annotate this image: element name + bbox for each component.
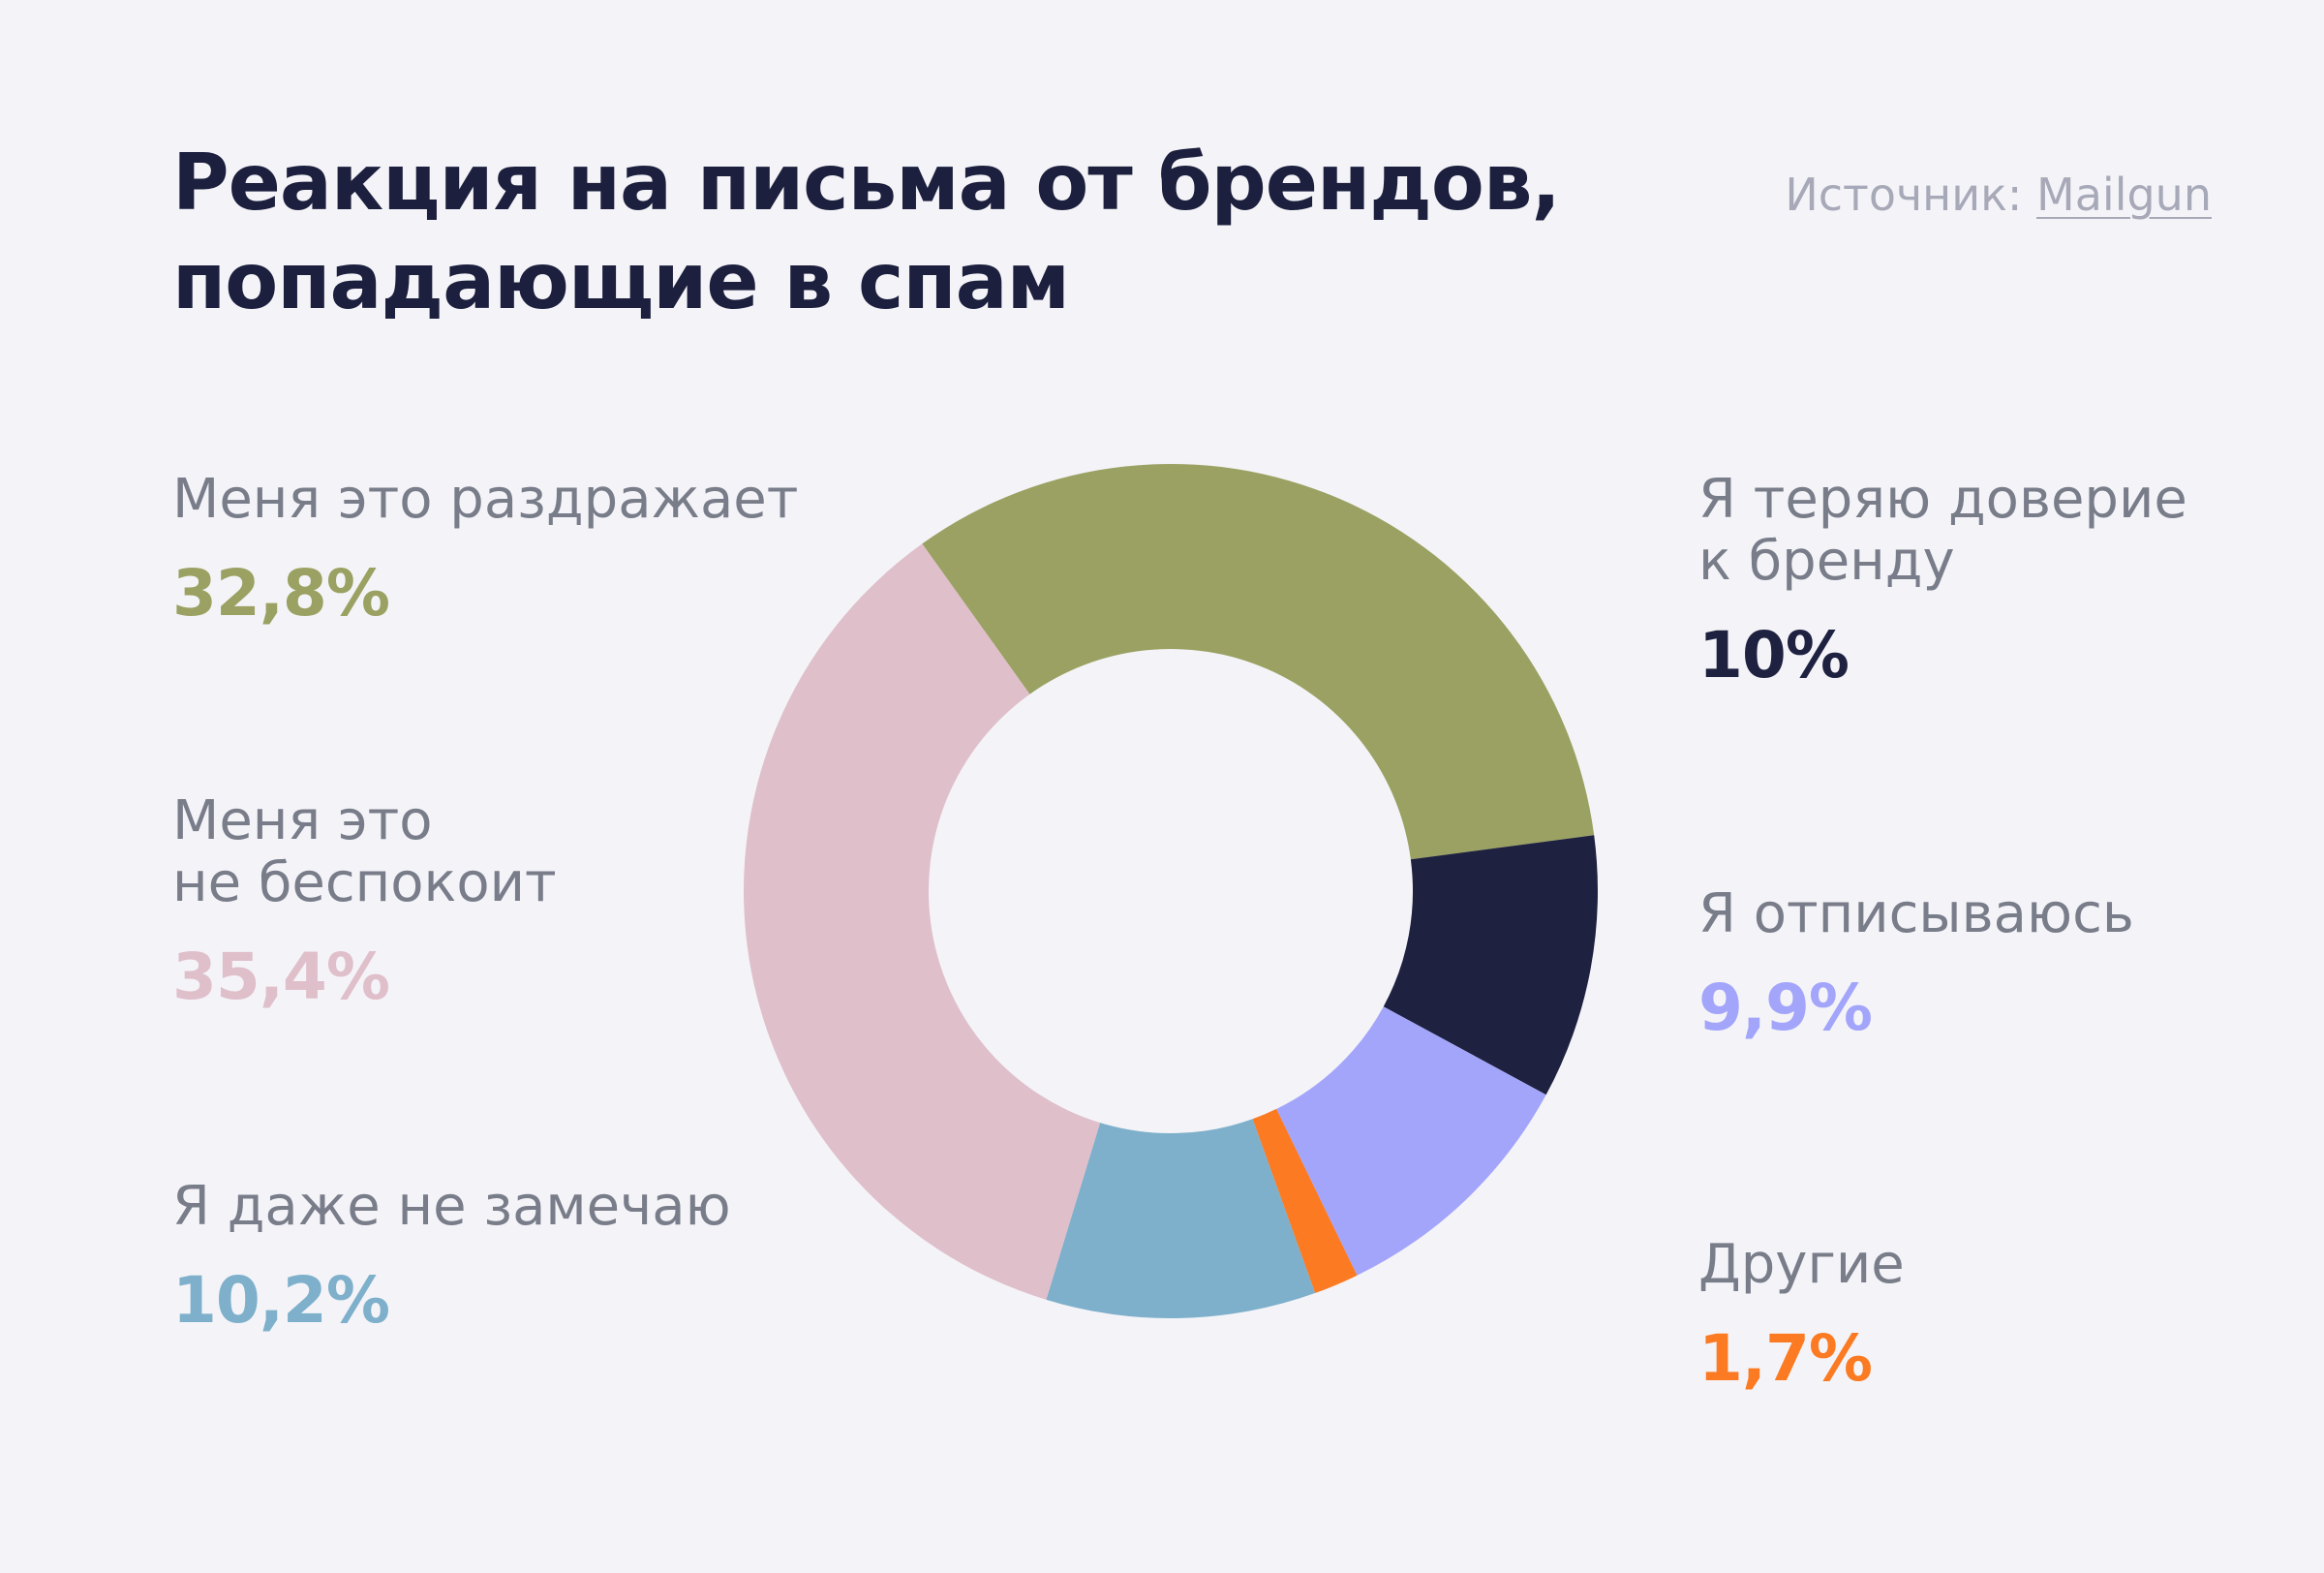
legend-label: Другие xyxy=(1698,1234,1905,1296)
legend-label: Я отписываюсь xyxy=(1698,883,2134,945)
legend-dont-notice: Я даже не замечаю 10,2% xyxy=(172,1176,731,1339)
legend-label: Меня это раздражает xyxy=(172,469,798,531)
legend-label: Я теряю доверие к бренду xyxy=(1698,469,2187,593)
legend-not-bothered: Меня это не беспокоит 35,4% xyxy=(172,790,557,1015)
legend-value: 32,8% xyxy=(172,556,798,632)
legend-label: Меня это не беспокоит xyxy=(172,790,557,914)
legend-value: 10% xyxy=(1698,618,2187,694)
legend-value: 35,4% xyxy=(172,940,557,1015)
legend-lose-trust: Я теряю доверие к бренду 10% xyxy=(1698,469,2187,694)
legend-label: Я даже не замечаю xyxy=(172,1176,731,1238)
donut-slice xyxy=(922,464,1594,859)
legend-unsubscribe: Я отписываюсь 9,9% xyxy=(1698,883,2134,1046)
legend-value: 10,2% xyxy=(172,1263,731,1339)
legend-value: 1,7% xyxy=(1698,1321,1905,1397)
legend-irritated: Меня это раздражает 32,8% xyxy=(172,469,798,632)
legend-value: 9,9% xyxy=(1698,971,2134,1046)
legend-other: Другие 1,7% xyxy=(1698,1234,1905,1397)
